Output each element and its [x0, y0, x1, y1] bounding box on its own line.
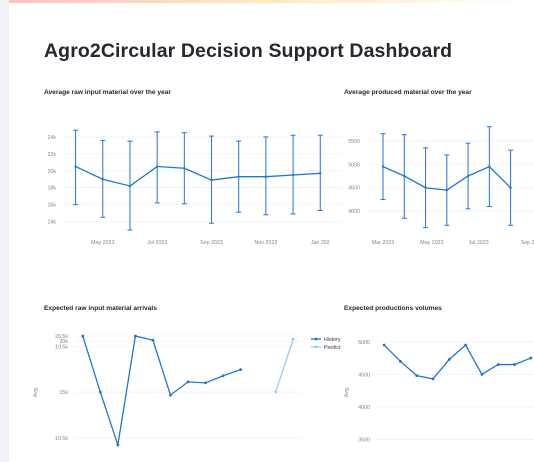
chart4-title: Expected productions volumes — [344, 305, 442, 312]
data-point — [509, 186, 512, 189]
data-point — [101, 178, 104, 181]
y-tick-label: 5000 — [348, 162, 360, 168]
x-tick-label: May 2023 — [420, 240, 443, 246]
predict-point — [291, 337, 295, 341]
sidebar-collapsed-rail[interactable] — [0, 0, 9, 462]
y-tick-label: 24k — [47, 135, 56, 141]
x-tick-label: Mar 2023 — [372, 240, 394, 246]
predict-line — [275, 338, 294, 393]
y-tick-label: 14k — [47, 220, 56, 226]
data-point — [74, 165, 77, 168]
chart-expected-production-volumes[interactable]: 3500 4000 4500 5000 Avg. — [340, 328, 534, 462]
data-point — [445, 188, 449, 192]
history-line — [82, 335, 241, 446]
header-accent-bar — [0, 0, 534, 3]
data-point — [382, 343, 386, 347]
history-point — [151, 338, 155, 342]
history-point — [98, 390, 102, 394]
y-tick-label: 22k — [47, 152, 56, 158]
data-point — [264, 175, 268, 178]
y-tick-label: 20k — [59, 339, 68, 345]
y-tick-label: 18k — [47, 186, 56, 192]
x-tick-label: Jul 2023 — [147, 240, 167, 246]
y-axis-label: Avg. — [344, 387, 350, 398]
y-tick-label: 4500 — [348, 186, 360, 192]
chart-produced-material-over-year[interactable]: 4000 4500 5000 5500 Mar 2023 May 2023 Jul 2023… — [340, 112, 534, 252]
data-point — [447, 357, 451, 361]
data-point — [529, 356, 533, 360]
data-point — [183, 167, 186, 170]
history-point — [221, 374, 225, 378]
series-line — [383, 344, 531, 380]
data-point — [424, 186, 427, 189]
x-tick-label: Jan 202 — [311, 240, 330, 246]
y-tick-label: 19.5k — [55, 344, 68, 350]
x-tick-label: Sep 2 — [521, 240, 534, 246]
data-point — [237, 175, 240, 178]
y-tick-label: 15k — [59, 390, 68, 396]
data-point — [210, 178, 213, 182]
data-point — [399, 359, 402, 363]
y-tick-label: 5500 — [348, 139, 360, 145]
data-point — [155, 165, 159, 168]
history-point — [116, 443, 120, 447]
y-tick-label: 4000 — [358, 405, 370, 411]
data-point — [488, 165, 491, 168]
page-title: Agro2Circular Decision Support Dashboard — [44, 40, 453, 62]
y-tick-label: 4500 — [358, 372, 370, 378]
data-point — [431, 377, 435, 381]
y-axis-label: Avg. — [33, 387, 39, 398]
chart1-title: Average raw input material over the year — [44, 89, 171, 96]
x-tick-label: Nov 2023 — [255, 240, 278, 246]
data-point — [480, 372, 484, 376]
x-tick-label: Jul 2023 — [469, 240, 489, 246]
y-tick-label: 5000 — [358, 340, 370, 346]
y-tick-label: 3500 — [358, 437, 370, 443]
history-point — [204, 381, 207, 385]
series-line — [75, 165, 321, 187]
history-point — [169, 393, 172, 397]
x-tick-label: Sep 2023 — [200, 240, 223, 246]
data-point — [128, 184, 132, 188]
y-tick-label: 20.5k — [55, 334, 68, 340]
x-tick-label: May 2023 — [91, 240, 114, 246]
data-point — [466, 174, 470, 178]
data-point — [415, 374, 419, 378]
data-point — [464, 343, 467, 347]
data-point — [496, 363, 500, 366]
legend-label: Predict — [324, 345, 341, 351]
y-tick-label: 20k — [47, 169, 56, 175]
chart-raw-input-over-year[interactable]: 14k 16k 18k 20k 22k 24k May 2023 Jul 2023 Sep 20… — [22, 112, 344, 252]
y-tick-label: 10.5k — [55, 436, 68, 442]
legend-marker — [314, 337, 318, 341]
legend-label: History — [324, 337, 341, 343]
history-point — [239, 368, 243, 372]
y-tick-label: 16k — [47, 203, 56, 209]
legend-marker — [314, 345, 318, 349]
history-point — [133, 334, 137, 338]
chart2-title: Average produced material over the year — [344, 89, 472, 96]
data-point — [381, 165, 385, 168]
history-point — [81, 334, 85, 338]
predict-point — [274, 390, 278, 394]
data-point — [291, 173, 295, 177]
data-point — [319, 172, 322, 175]
data-point — [513, 363, 516, 366]
history-point — [186, 380, 190, 384]
chart3-title: Expected raw input material arrivals — [44, 305, 157, 312]
data-point — [403, 174, 406, 178]
y-tick-label: 4000 — [348, 209, 360, 215]
